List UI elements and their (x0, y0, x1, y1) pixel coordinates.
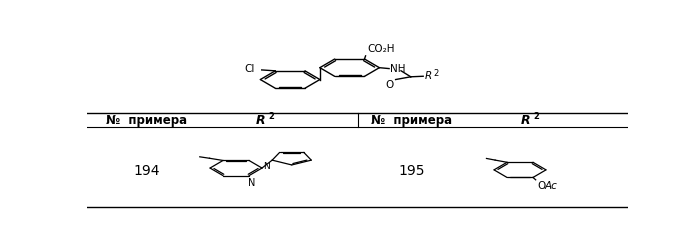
Text: R: R (255, 114, 265, 127)
Text: R: R (425, 71, 432, 81)
Text: №  примера: № примера (371, 114, 452, 127)
Text: 195: 195 (399, 164, 425, 178)
Text: Ac: Ac (544, 181, 557, 191)
Text: Cl: Cl (245, 64, 255, 74)
Text: O: O (385, 80, 394, 90)
Text: O: O (538, 181, 546, 191)
Text: NH: NH (389, 64, 405, 73)
Text: N: N (262, 162, 269, 171)
Text: 2: 2 (433, 69, 438, 78)
Text: N: N (248, 178, 255, 188)
Text: CO₂H: CO₂H (367, 44, 394, 55)
Text: 2: 2 (268, 112, 274, 121)
Text: 2: 2 (533, 112, 539, 121)
Text: 194: 194 (133, 164, 160, 178)
Text: №  примера: № примера (106, 114, 187, 127)
Text: R: R (521, 114, 530, 127)
